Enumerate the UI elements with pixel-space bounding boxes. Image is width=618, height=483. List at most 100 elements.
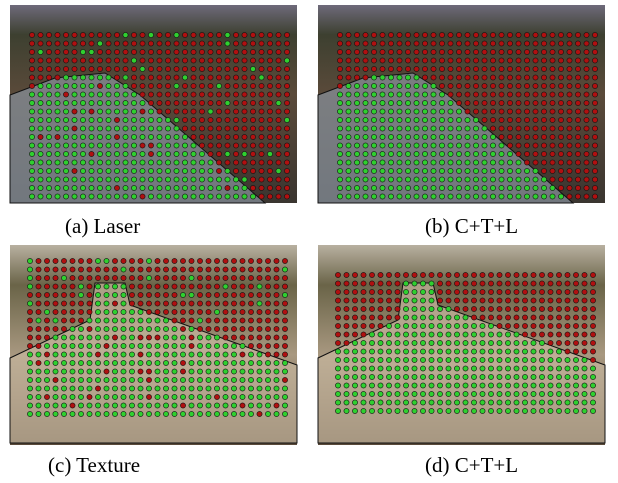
dot (531, 374, 536, 379)
dot (140, 58, 145, 63)
dot (131, 160, 136, 165)
dot (140, 134, 145, 139)
dot (146, 403, 151, 408)
dot (480, 349, 485, 354)
dot (225, 134, 230, 139)
dot (437, 281, 442, 286)
dot (165, 100, 170, 105)
dot (420, 366, 425, 371)
dot (206, 318, 211, 323)
dot (123, 109, 128, 114)
dot (180, 352, 185, 357)
dot (250, 185, 255, 190)
dot (548, 400, 553, 405)
dot (412, 340, 417, 345)
dot (490, 194, 495, 199)
dot (403, 349, 408, 354)
dot (482, 160, 487, 165)
dot (480, 298, 485, 303)
dot (63, 185, 68, 190)
dot (582, 272, 587, 277)
dot (584, 109, 589, 114)
dot (397, 151, 402, 156)
dot (259, 66, 264, 71)
dot (397, 117, 402, 122)
dot (148, 92, 153, 97)
dot (208, 49, 213, 54)
dot (208, 100, 213, 105)
dot (61, 318, 66, 323)
dot (550, 83, 555, 88)
dot (70, 284, 75, 289)
dot (497, 272, 502, 277)
dot (61, 386, 66, 391)
dot (448, 32, 453, 37)
dot (165, 66, 170, 71)
dot (63, 160, 68, 165)
dot (522, 408, 527, 413)
dot (208, 66, 213, 71)
dot (259, 41, 264, 46)
dot (556, 374, 561, 379)
dot (590, 408, 595, 413)
dot (53, 369, 58, 374)
dot (27, 258, 32, 263)
dot (499, 75, 504, 80)
dot (499, 109, 504, 114)
dot (344, 298, 349, 303)
dot (129, 284, 134, 289)
dot (497, 289, 502, 294)
dot (454, 383, 459, 388)
dot (72, 32, 77, 37)
dot (155, 275, 160, 280)
dot (225, 177, 230, 182)
dot (422, 151, 427, 156)
dot (189, 326, 194, 331)
dot (46, 117, 51, 122)
dot (335, 366, 340, 371)
dot (371, 177, 376, 182)
dot (284, 194, 289, 199)
dot (208, 126, 213, 131)
dot (592, 41, 597, 46)
dot (265, 309, 270, 314)
dot (524, 109, 529, 114)
dot (522, 349, 527, 354)
dot (104, 360, 109, 365)
dot (558, 160, 563, 165)
dot (46, 100, 51, 105)
dot (403, 332, 408, 337)
dot (97, 75, 102, 80)
dot (456, 151, 461, 156)
dot (524, 177, 529, 182)
dot (138, 352, 143, 357)
dot (454, 315, 459, 320)
dot (565, 357, 570, 362)
dot (95, 377, 100, 382)
dot (206, 284, 211, 289)
dot (112, 335, 117, 340)
dot (80, 32, 85, 37)
dot (53, 275, 58, 280)
dot (414, 185, 419, 190)
dot (352, 391, 357, 396)
dot (567, 185, 572, 190)
dot (354, 160, 359, 165)
dot (584, 126, 589, 131)
dot (282, 309, 287, 314)
dot (274, 326, 279, 331)
dot (163, 318, 168, 323)
dot (55, 117, 60, 122)
dot (505, 408, 510, 413)
dot (514, 366, 519, 371)
dot (403, 306, 408, 311)
dot (284, 83, 289, 88)
dot (346, 49, 351, 54)
dot (471, 340, 476, 345)
dot (456, 168, 461, 173)
dot (386, 340, 391, 345)
dot (439, 92, 444, 97)
dot (533, 75, 538, 80)
dot (354, 185, 359, 190)
dot (72, 75, 77, 80)
